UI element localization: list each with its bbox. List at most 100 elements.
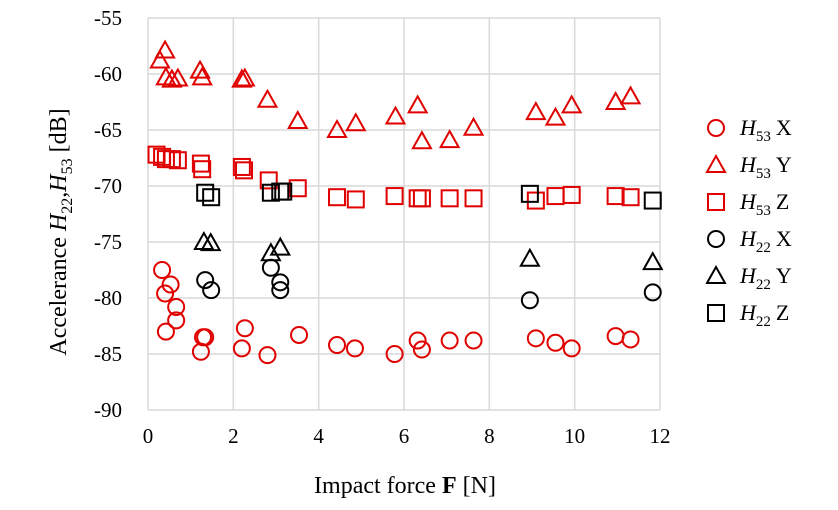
data-point-circle — [520, 291, 539, 310]
y-axis-label: Accelerance H22,H53 [dB] — [46, 108, 76, 355]
data-point-triangle — [619, 85, 642, 105]
data-point-square — [162, 150, 181, 169]
data-point-circle — [440, 331, 459, 350]
data-point-square — [546, 187, 565, 206]
legend-item: H53 Y — [705, 152, 792, 182]
data-point-circle — [345, 339, 364, 358]
data-point-triangle — [200, 232, 222, 252]
legend-label: H53 Z — [739, 189, 789, 219]
data-point-triangle — [256, 88, 279, 108]
data-point-square — [408, 189, 427, 208]
data-point-circle — [258, 346, 277, 365]
data-point-square — [385, 187, 404, 206]
data-point-circle — [196, 271, 215, 290]
y-tick-label: -65 — [94, 118, 122, 142]
data-point-triangle — [604, 90, 627, 110]
data-point-square — [328, 188, 347, 207]
data-point-square — [562, 185, 581, 204]
series-h53-y — [149, 39, 642, 150]
legend-item: H22 Y — [705, 263, 792, 293]
y-tick-label: -55 — [94, 6, 122, 30]
y-tick-label: -90 — [94, 398, 122, 422]
data-point-triangle — [384, 105, 407, 125]
data-point-circle — [191, 342, 210, 361]
data-point-triangle — [642, 251, 664, 271]
data-point-square — [202, 188, 221, 207]
data-point-triangle — [269, 236, 291, 256]
data-point-square — [464, 189, 483, 208]
data-point-circle — [546, 333, 565, 352]
legend-label: H22 Z — [739, 300, 789, 330]
data-point-triangle — [411, 130, 433, 150]
data-point-triangle — [191, 66, 213, 86]
data-point-circle — [167, 311, 186, 330]
data-point-circle — [412, 340, 431, 359]
legend-marker-circle — [707, 230, 725, 248]
series-h22-y — [193, 230, 664, 271]
data-point-square — [346, 190, 365, 209]
data-point-circle — [261, 258, 280, 277]
legend-marker-triangle — [705, 264, 727, 284]
data-point-triangle — [406, 94, 429, 114]
series-h22-z — [196, 182, 662, 210]
data-point-circle — [167, 297, 186, 316]
data-point-triangle — [231, 68, 253, 88]
x-tick-label: 6 — [399, 424, 410, 448]
legend-item: H22 Z — [707, 300, 789, 330]
x-tick-label: 2 — [228, 424, 239, 448]
data-point-square — [288, 179, 307, 198]
data-point-triangle — [167, 67, 189, 87]
data-point-square — [196, 183, 215, 202]
data-point-triangle — [155, 66, 177, 86]
data-point-square — [621, 188, 640, 207]
data-point-square — [606, 187, 625, 206]
data-point-circle — [196, 328, 215, 347]
data-point-triangle — [345, 112, 367, 132]
data-point-circle — [271, 281, 290, 300]
legend-item: H53 Z — [707, 189, 789, 219]
y-tick-label: -75 — [94, 230, 122, 254]
x-axis-label: Impact force F [N] — [314, 473, 496, 499]
legend-marker-circle — [707, 119, 725, 137]
data-point-circle — [606, 327, 625, 346]
data-point-circle — [153, 261, 172, 279]
data-point-square — [261, 183, 280, 202]
data-point-square — [259, 171, 278, 190]
data-points — [147, 39, 664, 365]
legend-label: H53 X — [739, 115, 792, 145]
data-point-triangle — [544, 106, 567, 126]
data-point-circle — [202, 281, 221, 300]
data-point-circle — [232, 339, 251, 358]
legend-marker-triangle — [705, 153, 727, 173]
data-point-square — [643, 191, 662, 210]
y-tick-label: -80 — [94, 286, 122, 310]
data-point-square — [193, 160, 212, 179]
data-point-circle — [464, 331, 483, 350]
legend-item: H53 X — [707, 115, 792, 145]
data-point-triangle — [287, 110, 309, 130]
data-point-square — [191, 154, 210, 173]
legend-label: H22 Y — [739, 263, 792, 293]
data-point-triangle — [154, 39, 176, 59]
series-h53-x — [153, 261, 640, 365]
series-h53-z — [147, 145, 640, 210]
data-point-triangle — [326, 118, 348, 138]
data-point-circle — [385, 345, 404, 363]
y-tick-label: -60 — [94, 62, 122, 86]
x-tick-label: 4 — [313, 424, 324, 448]
x-tick-label: 12 — [650, 424, 671, 448]
y-tick-label: -70 — [94, 174, 122, 198]
data-point-circle — [328, 336, 347, 355]
data-point-square — [232, 157, 251, 176]
data-point-circle — [621, 330, 640, 349]
data-point-triangle — [438, 129, 461, 149]
data-point-triangle — [161, 68, 183, 88]
tick-labels: 0 2 4 6 8 10 12 -55 -60 -65 -70 -75 -80 -85 -90 — [94, 6, 671, 448]
grid — [147, 17, 661, 411]
data-point-square — [526, 191, 545, 210]
legend-label: H53 Y — [739, 152, 792, 182]
x-tick-label: 10 — [564, 424, 585, 448]
series-h22-x — [196, 258, 662, 310]
data-point-triangle — [149, 49, 171, 69]
